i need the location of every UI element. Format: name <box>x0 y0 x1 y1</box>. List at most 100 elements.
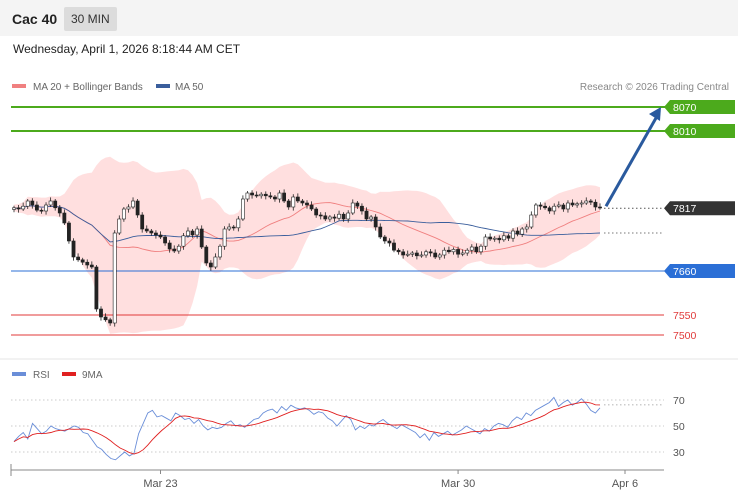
credit-text: Research © 2026 Trading Central <box>580 82 729 93</box>
candle-body <box>199 228 204 248</box>
ma50-line <box>13 205 601 243</box>
candle-body <box>437 254 442 258</box>
candle-body <box>16 207 21 210</box>
candle-body <box>451 249 456 253</box>
candle-body <box>126 206 131 210</box>
candle-body <box>158 234 163 238</box>
candle-body <box>534 204 538 216</box>
timestamp: Wednesday, April 1, 2026 8:18:44 AM CET <box>13 42 241 56</box>
candle-body <box>378 226 383 238</box>
candle-body <box>566 202 570 210</box>
bollinger-band <box>14 156 600 334</box>
candle-body <box>387 240 392 244</box>
candle-body <box>204 246 209 264</box>
candle-body <box>538 204 543 207</box>
candle-body <box>584 200 589 204</box>
candle-body <box>154 232 158 236</box>
candle-body <box>34 204 39 211</box>
candle-body <box>447 249 451 253</box>
candle-body <box>89 264 94 268</box>
candle-body <box>497 237 502 241</box>
candle-body <box>337 213 341 219</box>
timeframe-button[interactable]: 30 MIN <box>64 7 117 31</box>
candle-body <box>190 230 195 236</box>
candle-body <box>305 202 309 206</box>
candle-body <box>410 252 415 255</box>
candle-body <box>483 236 488 247</box>
candle-body <box>561 204 566 210</box>
level-label-7550: 7550 <box>673 310 697 322</box>
x-tick-label: Apr 6 <box>612 478 638 490</box>
candle-body <box>227 226 232 230</box>
candle-body <box>53 200 58 209</box>
candle-body <box>195 228 200 236</box>
candle-body <box>149 230 154 234</box>
candle-body <box>163 236 167 244</box>
candle-body <box>85 261 90 266</box>
candle-body <box>460 252 465 255</box>
candle-body <box>277 192 282 200</box>
candle-body <box>250 192 254 196</box>
candle-body <box>456 249 460 255</box>
rsi-legend-swatch <box>12 372 26 376</box>
level-tag-7817 <box>664 201 735 216</box>
candle-body <box>25 200 30 207</box>
candle-body <box>392 242 396 251</box>
level-label-7817: 7817 <box>673 203 697 215</box>
candle-body <box>103 316 108 321</box>
level-label-8010: 8010 <box>673 126 697 138</box>
rsi-plot: 30 50 70 <box>11 395 685 461</box>
candle-body <box>373 216 378 228</box>
candle-body <box>218 245 222 258</box>
candle-body <box>529 214 534 228</box>
candle-body <box>469 246 474 251</box>
candle-body <box>62 212 67 224</box>
candle-body <box>208 262 213 268</box>
candle-body <box>108 319 113 324</box>
candle-body <box>176 245 181 252</box>
candle-body <box>300 200 305 204</box>
candle-body <box>369 216 373 220</box>
candle-body <box>254 194 259 197</box>
candle-body <box>501 235 506 241</box>
candle-body <box>579 202 584 205</box>
candle-body <box>94 266 99 310</box>
candle-body <box>144 228 149 232</box>
ma50-legend-swatch <box>156 84 170 88</box>
rsi-ma-line <box>13 401 601 455</box>
candle-body <box>44 204 48 212</box>
candle-body <box>515 230 520 235</box>
candle-body <box>282 192 287 202</box>
x-tick-label: Mar 30 <box>441 478 475 490</box>
candle-body <box>323 215 328 220</box>
candle-body <box>552 205 557 212</box>
candle-body <box>355 202 360 207</box>
x-axis: Mar 23 Mar 30 Apr 6 <box>10 464 664 490</box>
candle-body <box>465 249 470 254</box>
candle-body <box>121 208 126 220</box>
candle-body <box>575 203 580 206</box>
candle-body <box>570 202 575 206</box>
candle-body <box>131 200 135 208</box>
candle-body <box>314 208 319 216</box>
candle-body <box>117 218 122 234</box>
candle-body <box>181 235 186 247</box>
candle-body <box>474 246 479 253</box>
rsi-legend: RSI 9MA <box>12 370 103 381</box>
candle-body <box>135 200 140 216</box>
candle-body <box>382 236 387 242</box>
rsi-legend-label: RSI <box>33 370 50 381</box>
candle-body <box>511 230 515 239</box>
candle-body <box>414 252 419 257</box>
candle-body <box>295 196 300 202</box>
candle-body <box>442 249 447 256</box>
candle-body <box>332 216 337 219</box>
candle-body <box>172 248 177 252</box>
candle-body <box>309 204 314 210</box>
candle-body <box>71 240 76 258</box>
projection-arrow <box>604 117 658 207</box>
candle-body <box>259 193 264 197</box>
candle-body <box>479 245 483 253</box>
rsi-tick-50: 50 <box>673 421 685 433</box>
